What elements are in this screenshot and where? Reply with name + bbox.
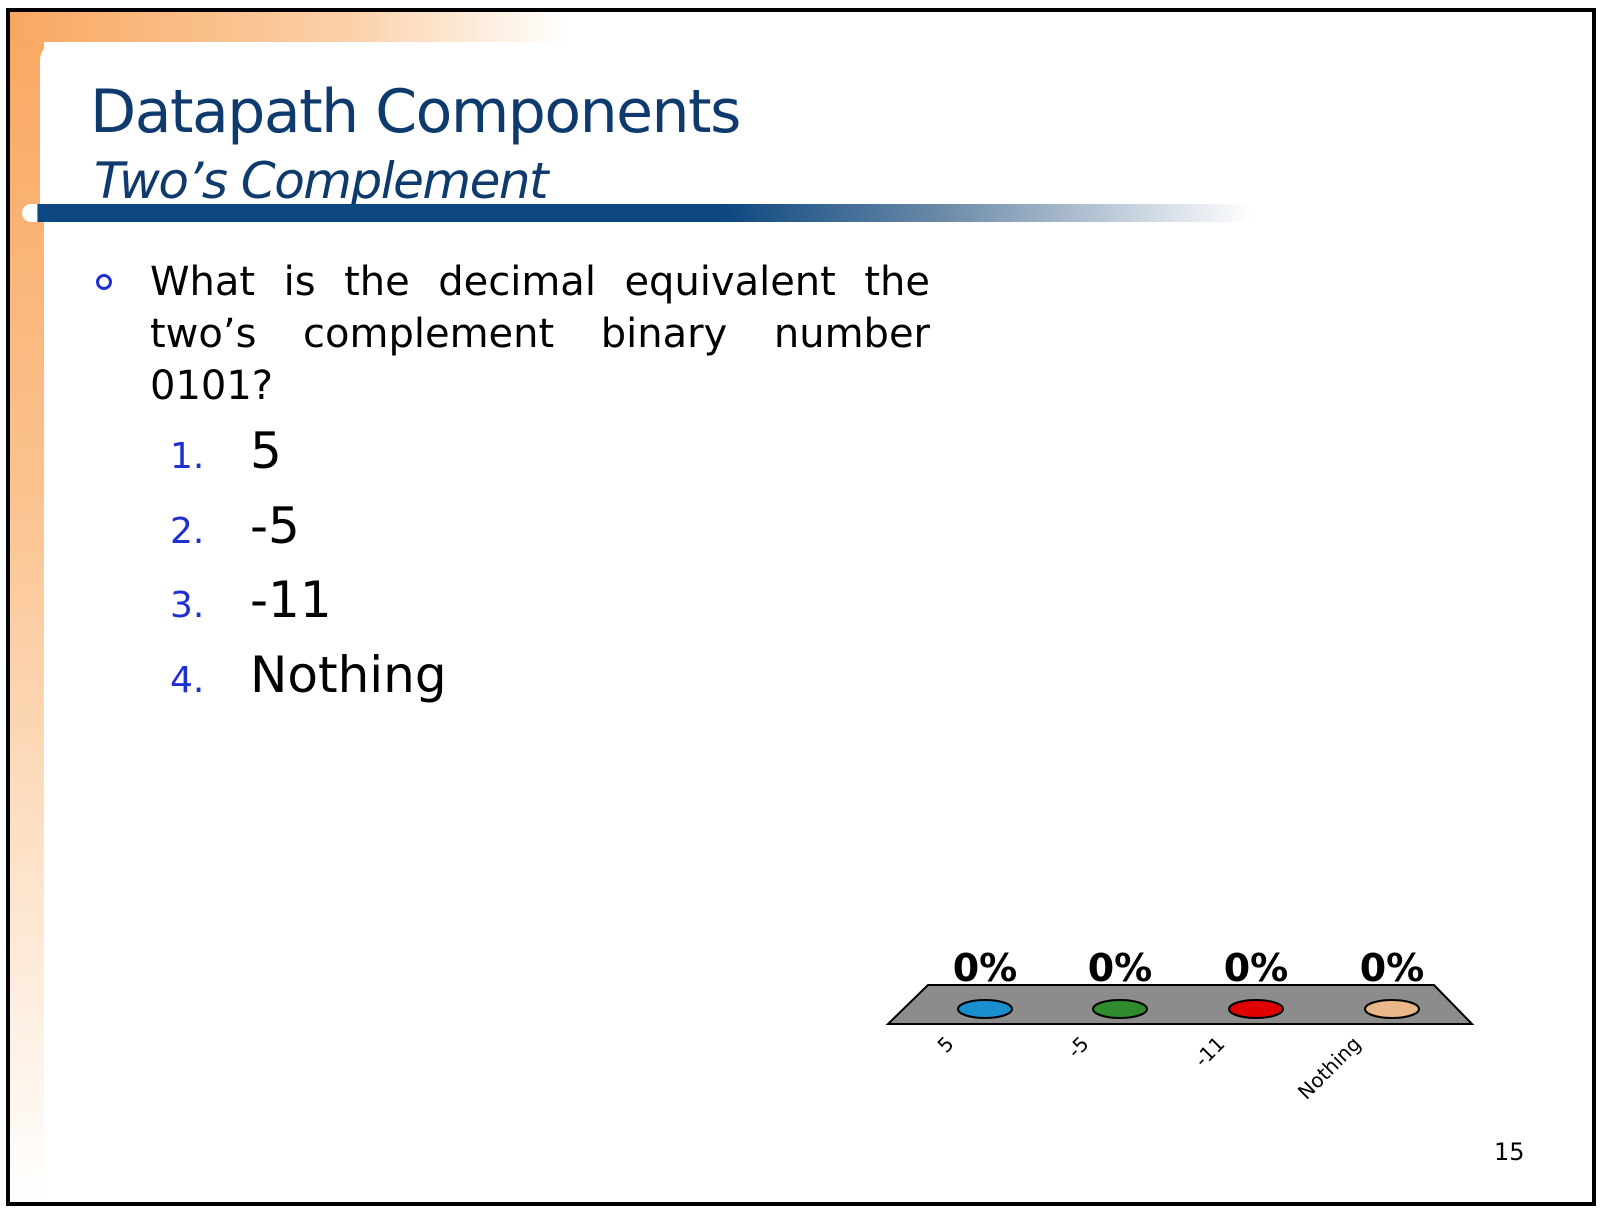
chart-bar-base (1364, 999, 1420, 1019)
chart-category-label: -11 (1189, 1032, 1229, 1072)
chart-category-label: -5 (1062, 1032, 1093, 1063)
chart-marks: 0%50%-50%-110%Nothing (933, 946, 1425, 1104)
bullet-circle-icon (96, 274, 112, 290)
option-text: 5 (250, 422, 282, 480)
slide: Datapath Components Two’s Complement Wha… (6, 8, 1596, 1206)
chart-value-label: 0% (953, 946, 1018, 990)
chart-value-label: 0% (1088, 946, 1153, 990)
option-number: 4. (170, 660, 205, 701)
option-text: -11 (250, 571, 332, 629)
title-divider (22, 204, 1252, 222)
question-text: What is the decimal equivalent the two’s… (150, 259, 930, 409)
slide-left-accent (10, 12, 44, 1202)
chart-value-label: 0% (1224, 946, 1289, 990)
chart-category-label: 5 (933, 1032, 959, 1058)
option-text: Nothing (250, 646, 447, 704)
slide-subtitle: Two’s Complement (94, 152, 549, 210)
slide-number: 15 (1494, 1138, 1525, 1166)
chart-bar-base (1092, 999, 1148, 1019)
response-chart: 0%50%-50%-110%Nothing (885, 946, 1475, 1104)
slide-title: Datapath Components (90, 77, 741, 147)
option-number: 1. (170, 436, 205, 477)
chart-value-label: 0% (1360, 946, 1425, 990)
option-number: 2. (170, 511, 205, 552)
chart-category-label: Nothing (1293, 1032, 1366, 1105)
option-text: -5 (250, 497, 300, 555)
chart-bar-base (957, 999, 1013, 1019)
slide-top-accent (10, 12, 570, 42)
chart-platform (885, 984, 1475, 1025)
chart-bar-base (1228, 999, 1284, 1019)
option-number: 3. (170, 585, 205, 626)
title-panel: Datapath Components Two’s Complement (40, 42, 1592, 214)
